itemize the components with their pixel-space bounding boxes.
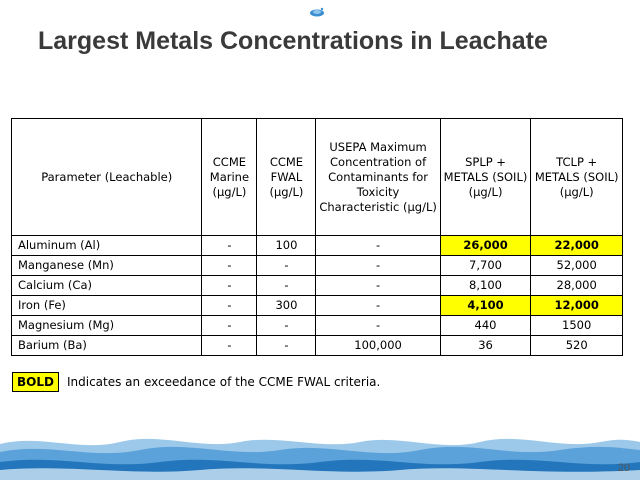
parameter-cell: Manganese (Mn)	[10, 255, 203, 276]
column-header: CCME FWAL (μg/L)	[256, 118, 317, 236]
table-row: Iron (Fe) - 300 - 4,100 12,000	[10, 295, 623, 316]
usepa-cell: -	[315, 315, 441, 336]
tclp-cell: 12,000	[530, 295, 623, 316]
splp-cell: 4,100	[439, 295, 532, 316]
water-splash-icon	[310, 7, 324, 17]
tclp-cell: 52,000	[530, 255, 623, 276]
ccme-marine-cell: -	[201, 235, 258, 256]
ccme-marine-cell: -	[201, 295, 258, 316]
ccme-fwal-cell: 100	[256, 235, 317, 256]
table-row: Barium (Ba) - - 100,000 36 520	[10, 335, 623, 356]
usepa-cell: -	[315, 275, 441, 296]
usepa-cell: -	[315, 255, 441, 276]
tclp-cell: 1500	[530, 315, 623, 336]
table-row: Magnesium (Mg) - - - 440 1500	[10, 315, 623, 336]
column-header: Parameter (Leachable)	[10, 118, 203, 236]
tclp-cell: 520	[530, 335, 623, 356]
tclp-cell: 28,000	[530, 275, 623, 296]
legend-key: BOLD	[12, 372, 59, 392]
splp-cell: 7,700	[439, 255, 532, 276]
ccme-marine-cell: -	[201, 255, 258, 276]
ccme-marine-cell: -	[201, 315, 258, 336]
parameter-cell: Aluminum (Al)	[10, 235, 203, 256]
parameter-cell: Iron (Fe)	[10, 295, 203, 316]
parameter-cell: Calcium (Ca)	[10, 275, 203, 296]
splp-cell: 440	[439, 315, 532, 336]
table-header-row: Parameter (Leachable) CCME Marine (μg/L)…	[10, 118, 623, 236]
legend-text: Indicates an exceedance of the CCME FWAL…	[66, 375, 381, 389]
splp-cell: 36	[439, 335, 532, 356]
tclp-cell: 22,000	[530, 235, 623, 256]
water-waves-decoration	[0, 438, 640, 480]
table-row: Aluminum (Al) - 100 - 26,000 22,000	[10, 235, 623, 256]
parameter-cell: Barium (Ba)	[10, 335, 203, 356]
page-number: 20	[617, 462, 630, 474]
table-row: Manganese (Mn) - - - 7,700 52,000	[10, 255, 623, 276]
metals-table: Parameter (Leachable) CCME Marine (μg/L)…	[10, 118, 623, 356]
ccme-marine-cell: -	[201, 335, 258, 356]
ccme-fwal-cell: -	[256, 315, 317, 336]
legend: BOLD Indicates an exceedance of the CCME…	[12, 372, 380, 392]
table-row: Calcium (Ca) - - - 8,100 28,000	[10, 275, 623, 296]
ccme-fwal-cell: -	[256, 335, 317, 356]
ccme-marine-cell: -	[201, 275, 258, 296]
column-header: SPLP + METALS (SOIL) (μg/L)	[439, 118, 532, 236]
slide-title: Largest Metals Concentrations in Leachat…	[38, 27, 548, 55]
parameter-cell: Magnesium (Mg)	[10, 315, 203, 336]
usepa-cell: -	[315, 235, 441, 256]
splp-cell: 8,100	[439, 275, 532, 296]
usepa-cell: -	[315, 295, 441, 316]
ccme-fwal-cell: -	[256, 275, 317, 296]
column-header: TCLP + METALS (SOIL) (μg/L)	[530, 118, 623, 236]
usepa-cell: 100,000	[315, 335, 441, 356]
column-header: CCME Marine (μg/L)	[201, 118, 258, 236]
ccme-fwal-cell: -	[256, 255, 317, 276]
ccme-fwal-cell: 300	[256, 295, 317, 316]
splp-cell: 26,000	[439, 235, 532, 256]
column-header: USEPA Maximum Concentration of Contamina…	[315, 118, 441, 236]
